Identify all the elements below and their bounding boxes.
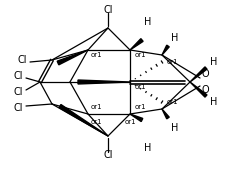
Text: H: H (171, 123, 178, 133)
Text: Cl: Cl (103, 5, 112, 15)
Polygon shape (189, 82, 206, 97)
Polygon shape (57, 50, 88, 65)
Text: Cl: Cl (103, 150, 112, 160)
Text: H: H (209, 97, 217, 107)
Polygon shape (161, 45, 169, 55)
Text: Cl: Cl (13, 103, 23, 113)
Text: H: H (171, 33, 178, 43)
Text: or1: or1 (90, 52, 101, 58)
Text: Cl: Cl (13, 87, 23, 97)
Text: O: O (200, 85, 208, 95)
Polygon shape (161, 109, 169, 119)
Polygon shape (129, 39, 142, 50)
Text: H: H (209, 57, 217, 67)
Polygon shape (189, 67, 206, 82)
Text: or1: or1 (124, 119, 135, 125)
Text: or1: or1 (134, 52, 145, 58)
Polygon shape (59, 104, 108, 136)
Text: or1: or1 (166, 59, 177, 65)
Text: or1: or1 (166, 99, 177, 105)
Text: or1: or1 (90, 119, 101, 125)
Text: Cl: Cl (13, 71, 23, 81)
Text: or1: or1 (134, 104, 145, 110)
Text: O: O (200, 69, 208, 79)
Text: or1: or1 (90, 104, 101, 110)
Polygon shape (78, 80, 129, 84)
Text: Cl: Cl (17, 55, 27, 65)
Text: or1: or1 (134, 84, 145, 90)
Text: H: H (144, 143, 151, 153)
Text: H: H (144, 17, 151, 27)
Polygon shape (129, 114, 142, 122)
